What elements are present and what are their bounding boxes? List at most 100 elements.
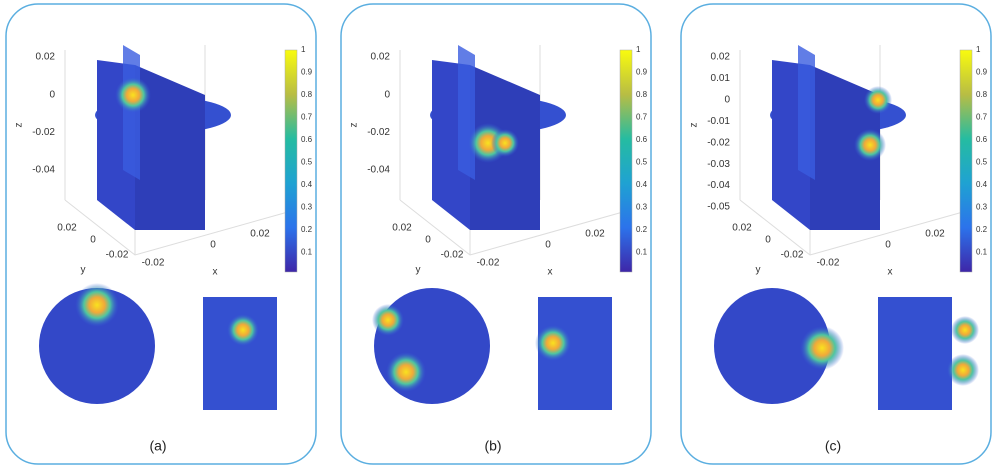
z-tick-label: 0 xyxy=(724,94,730,105)
slice-xy xyxy=(39,288,155,404)
axes-box xyxy=(399,45,631,256)
colorbar-tick-label: 0.2 xyxy=(301,225,313,234)
panel-label: (c) xyxy=(825,438,841,454)
y-tick-label: 0.02 xyxy=(732,223,752,234)
z-tick-label: -0.02 xyxy=(367,127,390,138)
colorbar-tick-label: 0.4 xyxy=(976,180,988,189)
panel: 0.02 0 -0.02 -0.04 z 0.02 0 -0.02 y -0.02 0 0.02 x 1 0… xyxy=(5,3,317,465)
colorbar-tick-label: 0.1 xyxy=(976,248,988,257)
y-tick-label: -0.02 xyxy=(781,250,804,261)
x-tick-label: 0.02 xyxy=(585,229,605,240)
z-tick-label: 0.02 xyxy=(36,52,56,63)
x-tick-label: 0.02 xyxy=(925,229,945,240)
colorbar-tick-label: 0.9 xyxy=(301,68,313,77)
z-tick-label: -0.05 xyxy=(707,202,730,213)
colorbar-tick-label: 0.3 xyxy=(976,203,988,212)
slice-xz xyxy=(878,297,952,410)
colorbar-tick-label: 0.7 xyxy=(636,113,648,122)
panel-label: (a) xyxy=(149,438,166,454)
z-axis-label: z xyxy=(14,123,25,128)
x-tick-label: 0 xyxy=(885,240,891,251)
colorbar-tick-label: 0.6 xyxy=(301,135,313,144)
colorbar-tick-label: 0.2 xyxy=(976,225,988,234)
z-tick-label: 0 xyxy=(49,89,55,100)
panel: 0.02 0.01 0 -0.01 -0.02 -0.03 -0.04 -0.05 z 0.02 0… xyxy=(680,3,992,465)
colorbar-tick-label: 0.6 xyxy=(636,135,648,144)
hot-spot xyxy=(947,354,979,386)
colorbar-tick-label: 0.5 xyxy=(301,158,313,167)
hot-spot xyxy=(535,325,571,361)
y-tick-label: 0 xyxy=(765,235,771,246)
colorbar-tick-label: 0.8 xyxy=(976,90,988,99)
slice-plane xyxy=(135,65,205,230)
panel-border xyxy=(680,3,992,465)
colorbar-tick-label: 0.8 xyxy=(301,90,313,99)
colorbar xyxy=(619,49,633,273)
slice-plane xyxy=(810,65,880,230)
hot-spot xyxy=(115,77,151,113)
y-axis-label: y xyxy=(756,265,761,276)
panel: 0.02 0 -0.02 -0.04 z 0.02 0 -0.02 y -0.02 0 0.02 x 1 0… xyxy=(340,3,652,465)
colorbar-tick-label: 0.2 xyxy=(636,225,648,234)
colorbar-tick-label: 1 xyxy=(301,45,306,54)
hot-spot xyxy=(227,314,259,346)
z-axis-label: z xyxy=(349,123,360,128)
hot-spot xyxy=(854,129,886,161)
x-axis-label: x xyxy=(213,267,218,278)
hot-spot xyxy=(800,326,844,370)
colorbar-tick-label: 1 xyxy=(976,45,981,54)
x-tick-label: -0.02 xyxy=(142,258,165,269)
colorbar-tick-label: 0.9 xyxy=(636,68,648,77)
colorbar xyxy=(284,49,298,273)
z-tick-label: -0.04 xyxy=(32,165,55,176)
panel-border xyxy=(5,3,317,465)
y-tick-label: 0 xyxy=(425,235,431,246)
hot-spot xyxy=(372,304,404,336)
colorbar-tick-label: 1 xyxy=(636,45,641,54)
slice-plane xyxy=(458,45,475,180)
colorbar-tick-label: 0.4 xyxy=(301,180,313,189)
y-tick-label: 0 xyxy=(90,235,96,246)
z-tick-label: 0.02 xyxy=(371,52,391,63)
x-tick-label: -0.02 xyxy=(477,258,500,269)
z-tick-label: 0 xyxy=(384,89,390,100)
axes-box xyxy=(64,45,296,256)
slice-xz xyxy=(203,297,277,410)
colorbar xyxy=(959,49,973,273)
hot-spot xyxy=(75,283,119,327)
colorbar-tick-label: 0.1 xyxy=(301,248,313,257)
hot-spot xyxy=(491,129,519,157)
x-tick-label: -0.02 xyxy=(817,258,840,269)
axes-box xyxy=(739,45,971,256)
x-axis-label: x xyxy=(548,267,553,278)
y-tick-label: -0.02 xyxy=(106,250,129,261)
x-axis-label: x xyxy=(888,267,893,278)
y-axis-label: y xyxy=(416,265,421,276)
hot-spot xyxy=(864,86,892,114)
hot-spot xyxy=(951,316,979,344)
z-tick-label: -0.02 xyxy=(32,127,55,138)
z-tick-label: 0.02 xyxy=(711,52,731,63)
colorbar-tick-label: 0.7 xyxy=(301,113,313,122)
x-tick-label: 0 xyxy=(210,240,216,251)
colorbar-tick-label: 0.3 xyxy=(636,203,648,212)
colorbar-tick-label: 0.1 xyxy=(636,248,648,257)
x-tick-label: 0 xyxy=(545,240,551,251)
z-tick-label: -0.03 xyxy=(707,159,730,170)
z-tick-label: -0.04 xyxy=(707,180,730,191)
z-tick-label: -0.04 xyxy=(367,165,390,176)
y-tick-label: -0.02 xyxy=(441,250,464,261)
colorbar-tick-label: 0.4 xyxy=(636,180,648,189)
slice-xy xyxy=(714,288,830,404)
z-axis-label: z xyxy=(689,123,700,128)
z-tick-label: -0.01 xyxy=(707,116,730,127)
y-axis-label: y xyxy=(81,265,86,276)
colorbar-tick-label: 0.5 xyxy=(636,158,648,167)
panel-border xyxy=(340,3,652,465)
z-tick-label: 0.01 xyxy=(711,73,731,84)
colorbar-tick-label: 0.5 xyxy=(976,158,988,167)
y-tick-label: 0.02 xyxy=(392,223,412,234)
colorbar-tick-label: 0.3 xyxy=(301,203,313,212)
y-tick-label: 0.02 xyxy=(57,223,77,234)
